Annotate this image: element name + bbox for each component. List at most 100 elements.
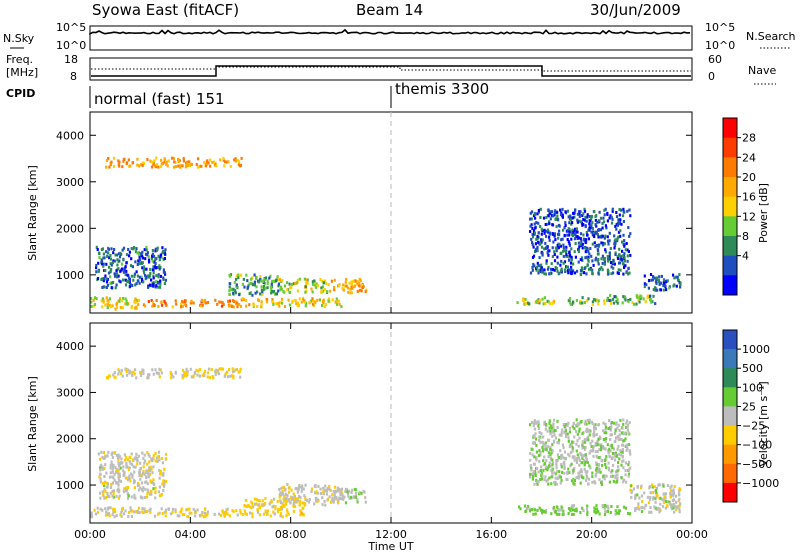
velocity-cell	[110, 482, 113, 486]
velocity-cell	[622, 422, 625, 426]
velocity-cell	[622, 418, 625, 422]
velocity-cell	[281, 515, 284, 519]
velocity-cell	[538, 460, 541, 464]
velocity-cell	[281, 489, 284, 493]
power-cell	[227, 160, 230, 164]
velocity-cell	[135, 458, 138, 462]
velocity-cell	[580, 453, 583, 457]
velocity-cell	[605, 455, 608, 459]
power-cell	[550, 262, 553, 266]
velocity-cell	[279, 512, 283, 516]
power-cell	[200, 304, 203, 308]
velocity-cell	[613, 458, 617, 462]
power-cell	[592, 298, 596, 302]
velocity-cell	[568, 445, 571, 449]
power-cell	[568, 221, 571, 225]
velocity-cell	[323, 500, 326, 503]
velocity-cell	[134, 465, 137, 469]
velocity-cell	[326, 497, 330, 501]
velocity-cell	[548, 421, 551, 425]
power-cell	[594, 298, 598, 302]
velocity-cell	[542, 443, 545, 447]
power-cell	[112, 156, 116, 160]
power-cell	[118, 252, 121, 256]
power-cell	[666, 279, 669, 283]
power-cell	[209, 158, 212, 162]
velocity-cell	[104, 463, 107, 467]
power-cell	[105, 250, 108, 254]
velocity-cell	[111, 481, 115, 485]
power-cell	[122, 159, 125, 163]
velocity-cell	[324, 503, 327, 507]
power-cell	[263, 278, 267, 282]
power-cell	[172, 165, 176, 169]
velocity-cell	[531, 453, 534, 457]
velocity-cell	[623, 439, 626, 442]
velocity-cell	[351, 488, 354, 492]
velocity-colorbar-label: 25	[742, 400, 756, 413]
velocity-cell	[607, 451, 610, 455]
power-cell	[576, 220, 579, 224]
velocity-cell	[223, 374, 226, 378]
power-cell	[131, 284, 134, 287]
velocity-cell	[580, 461, 583, 465]
velocity-cell	[552, 425, 555, 429]
power-cell	[562, 228, 565, 232]
velocity-cell	[630, 496, 633, 499]
velocity-cell	[611, 474, 614, 478]
velocity-cell	[150, 489, 153, 493]
velocity-cell	[544, 447, 547, 451]
power-cell	[573, 250, 576, 254]
velocity-cell	[560, 505, 563, 509]
velocity-cell	[581, 456, 584, 460]
velocity-cell	[600, 459, 603, 463]
velocity-cell	[310, 487, 314, 491]
velocity-cell	[174, 510, 177, 514]
velocity-cell	[294, 487, 297, 491]
power-cell	[559, 269, 562, 273]
velocity-cell	[215, 370, 218, 374]
power-cell	[327, 283, 330, 287]
power-cell	[588, 252, 591, 256]
velocity-cell	[670, 503, 673, 507]
power-cell	[151, 268, 154, 272]
power-cell	[248, 282, 251, 286]
power-cell	[584, 225, 587, 229]
velocity-cell	[678, 497, 681, 501]
power-cell	[618, 208, 621, 211]
velocity-cell	[284, 499, 287, 503]
power-cell	[553, 268, 556, 272]
power-cell	[551, 246, 554, 250]
power-cell	[536, 249, 539, 253]
power-cell	[562, 254, 565, 258]
power-cell	[607, 272, 610, 276]
velocity-cell	[119, 513, 122, 517]
velocity-cell	[315, 490, 318, 494]
x-tick-label: 00:00	[74, 528, 106, 541]
power-cell	[337, 299, 341, 303]
velocity-cell	[109, 466, 112, 470]
power-cell	[620, 254, 623, 258]
velocity-cell	[316, 499, 319, 503]
velocity-cell	[672, 488, 675, 492]
velocity-cell	[603, 447, 606, 451]
velocity-cell	[636, 485, 639, 488]
velocity-cell	[115, 514, 118, 518]
power-cell	[627, 300, 630, 304]
power-cell	[129, 164, 132, 168]
velocity-cell	[529, 458, 532, 462]
power-cell	[616, 237, 619, 241]
velocity-cell	[549, 424, 552, 428]
velocity-cell	[615, 470, 618, 474]
velocity-cell	[571, 471, 575, 475]
power-cell	[160, 300, 163, 304]
velocity-cell	[117, 368, 120, 372]
velocity-cell	[586, 470, 589, 474]
power-cell	[610, 265, 613, 269]
power-cell	[578, 245, 581, 249]
velocity-cell	[659, 496, 662, 500]
power-cell	[652, 294, 655, 298]
power-cell	[541, 297, 544, 301]
power-cell	[570, 216, 573, 220]
velocity-cell	[535, 467, 539, 470]
